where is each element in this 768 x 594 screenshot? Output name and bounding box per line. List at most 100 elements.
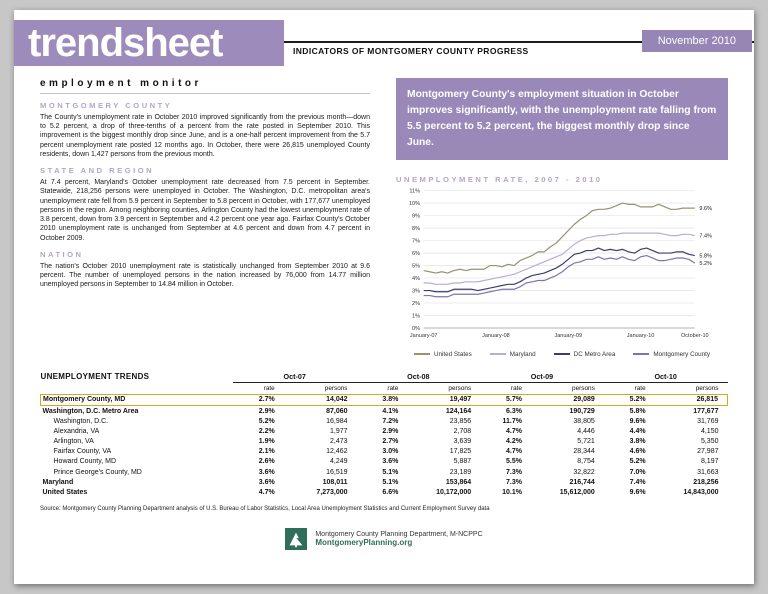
footer-website-link[interactable]: MontgomeryPlanning.org: [315, 537, 413, 547]
persons-value: 5,887: [453, 458, 472, 466]
narrative-column: employment monitor MONTGOMERY COUNTY The…: [40, 78, 370, 358]
series-line-united-states: [423, 202, 695, 274]
rate-value: 2.1%: [258, 448, 275, 456]
persons-value: 87,060: [326, 407, 348, 415]
persons-value: 5,721: [577, 438, 595, 446]
persons-value: 108,011: [322, 478, 348, 486]
column-group-header: Oct-10: [603, 369, 728, 384]
y-axis-tick-label: 10%: [409, 201, 420, 207]
table-row: Washington, D.C. 5.2% 16,984 7.2% 23,856 11.7…: [41, 416, 728, 426]
legend-line-swatch: [553, 353, 570, 356]
rate-value: 2.6%: [258, 458, 275, 466]
section-body: At 7.4 percent, Maryland's October unemp…: [40, 179, 370, 242]
row-label: Washington, D.C. Metro Area: [42, 407, 139, 415]
row-label: United States: [42, 489, 88, 497]
page-footer: Montgomery County Planning Department, M…: [14, 527, 754, 550]
rate-value: 7.2%: [382, 417, 399, 425]
row-label: Arlington, VA: [53, 438, 94, 446]
rate-value: 9.6%: [629, 417, 646, 425]
rate-value: 2.7%: [382, 438, 399, 446]
employment-monitor-title: employment monitor: [40, 78, 370, 94]
table-row: Maryland 3.6% 108,011 5.1% 153,864 7.3% 216,74…: [41, 477, 728, 487]
table-section: UNEMPLOYMENT TRENDS Oct-07 Oct-08 Oct-09 Oct…: [14, 358, 754, 498]
rate-value: 2.2%: [258, 427, 275, 435]
x-axis-tick-label: January-07: [410, 333, 438, 339]
table-row: Alexandria, VA 2.2% 1,977 2.9% 2,708 4.7% 4,44…: [41, 426, 728, 436]
column-group-header: Oct-07: [232, 369, 357, 384]
rate-value: 6.3%: [506, 407, 522, 415]
rate-value: 3.8%: [356, 393, 408, 406]
table-title: UNEMPLOYMENT TRENDS: [40, 371, 150, 381]
sub-header-persons: persons: [695, 385, 719, 393]
sub-header-rate: rate: [634, 385, 646, 393]
rate-value: 3.8%: [629, 438, 646, 446]
persons-value: 5,350: [700, 438, 719, 446]
persons-value: 23,189: [449, 468, 472, 476]
section-state-and-region: STATE AND REGION At 7.4 percent, Marylan…: [40, 166, 370, 243]
rate-value: 10.1%: [502, 489, 522, 497]
persons-value: 26,815: [654, 393, 728, 406]
x-axis-tick-label: January-08: [482, 333, 510, 339]
trendsheet-logo-text: trendsheet: [28, 21, 223, 65]
y-axis-tick-label: 2%: [412, 301, 420, 307]
rate-value: 7.3%: [506, 468, 522, 476]
planning-department-logo: [285, 527, 308, 550]
legend-line-swatch: [489, 353, 506, 356]
summary-callout: Montgomery County's employment situation…: [396, 78, 728, 160]
y-axis-tick-label: 9%: [412, 213, 420, 219]
legend-item: Montgomery County: [633, 351, 710, 358]
table-group-header-row: UNEMPLOYMENT TRENDS Oct-07 Oct-08 Oct-09 Oct…: [40, 369, 728, 384]
y-axis-tick-label: 3%: [412, 288, 420, 294]
row-label: Washington, D.C.: [53, 417, 109, 425]
masthead-rule: [284, 41, 754, 43]
sub-header-rate: rate: [263, 385, 275, 393]
rate-value: 11.7%: [502, 417, 522, 425]
rate-value: 1.9%: [258, 438, 275, 446]
table-row: Washington, D.C. Metro Area 2.9% 87,060 4.1…: [41, 405, 728, 416]
legend-label: DC Metro Area: [573, 350, 616, 358]
table-header: UNEMPLOYMENT TRENDS Oct-07 Oct-08 Oct-09 Oct…: [40, 369, 728, 395]
persons-value: 28,344: [573, 448, 595, 456]
persons-value: 15,612,000: [559, 489, 595, 497]
legend-label: Maryland: [509, 350, 536, 358]
persons-value: 1,977: [329, 427, 348, 435]
legend-item: Maryland: [489, 350, 536, 358]
legend-label: United States: [433, 350, 472, 358]
persons-value: 8,197: [700, 458, 719, 466]
source-note: Source: Montgomery County Planning Depar…: [40, 505, 490, 512]
persons-value: 4,446: [577, 427, 595, 435]
table-row: Fairfax County, VA 2.1% 12,462 3.0% 17,825 4.…: [41, 447, 728, 457]
series-line-maryland: [423, 232, 695, 285]
persons-value: 14,843,000: [683, 489, 719, 497]
persons-value: 3,639: [453, 438, 472, 446]
persons-value: 4,249: [329, 458, 348, 466]
masthead-tagline: INDICATORS OF MONTGOMERY COUNTY PROGRESS: [293, 46, 529, 56]
table-subheader-row: rate persons rate persons rate persons rate per…: [41, 383, 728, 395]
series-end-label: 5.2%: [699, 261, 712, 267]
legend-line-swatch: [413, 353, 430, 356]
section-heading: STATE AND REGION: [40, 166, 155, 176]
rate-value: 4.7%: [258, 489, 275, 497]
table-row: United States 4.7% 7,273,000 6.6% 10,172,000…: [41, 487, 728, 497]
rate-value: 9.6%: [629, 489, 646, 497]
column-group-header: Oct-09: [480, 369, 604, 384]
spacer-cell: [41, 383, 233, 395]
table-body: Montgomery County, MD 2.7% 14,042 3.8% 19,49…: [39, 393, 728, 497]
persons-value: 190,729: [569, 407, 595, 415]
rate-value: 6.6%: [382, 489, 399, 497]
rate-value: 3.0%: [382, 448, 399, 456]
rate-value: 4.4%: [629, 427, 646, 435]
series-end-label: 7.4%: [699, 233, 712, 239]
rate-value: 3.6%: [258, 478, 275, 486]
persons-value: 4,150: [700, 427, 719, 435]
issue-date-badge: November 2010: [641, 30, 752, 52]
trendsheet-logo-block: trendsheet: [14, 20, 284, 66]
y-axis-tick-label: 5%: [412, 263, 420, 269]
section-nation: NATION The nation's October 2010 unemplo…: [40, 250, 370, 290]
rate-value: 4.7%: [506, 427, 522, 435]
persons-value: 31,769: [697, 417, 719, 425]
rate-value: 2.7%: [232, 393, 284, 406]
masthead: trendsheet INDICATORS OF MONTGOMERY COUN…: [14, 20, 754, 66]
persons-value: 2,708: [453, 427, 472, 435]
rate-value: 4.7%: [506, 448, 522, 456]
